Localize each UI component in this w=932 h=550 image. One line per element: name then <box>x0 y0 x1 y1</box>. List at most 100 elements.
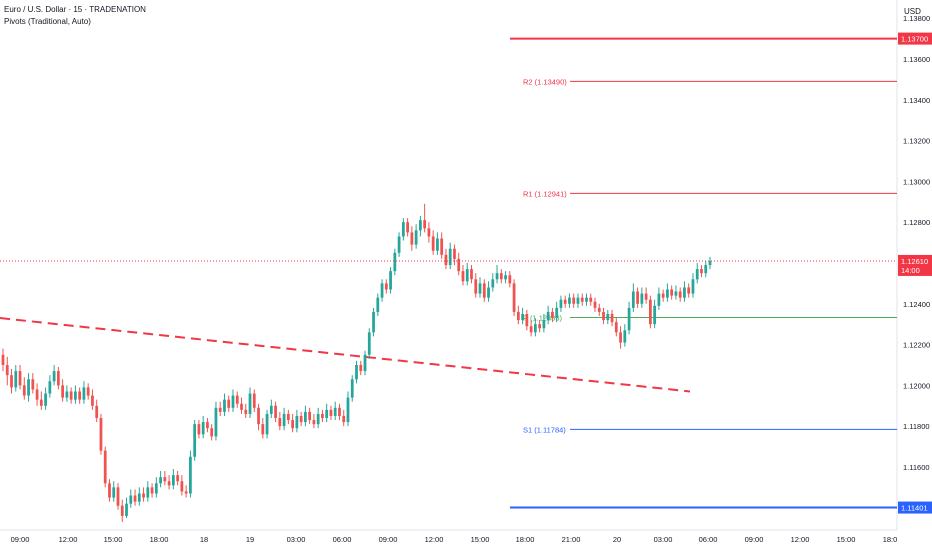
candle <box>623 330 627 343</box>
candle <box>533 324 537 333</box>
candle <box>291 420 294 429</box>
candle <box>316 413 320 425</box>
candle <box>235 395 239 404</box>
candle <box>210 428 214 437</box>
candle <box>627 307 631 331</box>
currency-label[interactable]: USD <box>904 7 921 16</box>
x-tick-label: 20 <box>613 535 621 544</box>
candle <box>363 354 367 372</box>
candle <box>636 291 639 304</box>
pivot-label-p: P (1.12333) <box>523 313 563 322</box>
candle <box>674 291 678 296</box>
candle <box>529 326 533 333</box>
x-tick-label: 18:00 <box>150 535 169 544</box>
candle <box>700 269 703 274</box>
candle <box>661 293 665 298</box>
candle <box>597 307 601 312</box>
candle <box>614 322 618 333</box>
x-tick-label: 18 <box>200 535 208 544</box>
candle <box>444 254 448 266</box>
candle <box>201 422 205 435</box>
y-tick-label: 1.11800 <box>903 422 930 431</box>
candle <box>137 493 141 502</box>
candle <box>495 273 499 280</box>
candle <box>261 424 265 435</box>
candle <box>125 503 128 516</box>
x-tick-label: 06:00 <box>699 535 718 544</box>
candle <box>419 220 422 231</box>
candle <box>487 287 490 298</box>
candle <box>91 395 94 406</box>
candle <box>286 413 290 421</box>
candle <box>512 283 516 312</box>
candle <box>691 279 695 294</box>
symbol-title[interactable]: Euro / U.S. Dollar · 15 · TRADENATION <box>4 5 146 14</box>
candle <box>602 311 605 321</box>
candle <box>278 418 282 427</box>
candle <box>640 293 644 304</box>
candle <box>457 258 461 272</box>
candle <box>248 393 252 414</box>
candle <box>56 371 60 386</box>
candle <box>1 354 5 365</box>
pivot-label-s1: S1 (1.11784) <box>523 425 566 434</box>
candle <box>231 395 235 408</box>
candle <box>542 320 546 329</box>
candle <box>440 238 444 255</box>
candle <box>112 487 116 498</box>
candle <box>103 450 107 484</box>
candle <box>410 232 414 245</box>
candle <box>163 477 167 482</box>
candle <box>389 271 392 290</box>
pivot-label-r2: R2 (1.13490) <box>523 77 567 86</box>
candle <box>568 297 571 304</box>
candle <box>576 297 580 304</box>
candle <box>78 391 82 400</box>
candle <box>252 393 256 408</box>
candle <box>206 422 209 429</box>
candle <box>589 297 593 302</box>
candle <box>154 483 158 494</box>
x-tick-label: 18:0 <box>883 535 898 544</box>
candle <box>184 491 188 494</box>
candle <box>593 301 597 308</box>
candle <box>499 273 503 280</box>
candle <box>708 260 712 266</box>
candle <box>448 248 452 266</box>
candle <box>606 313 610 321</box>
candle <box>269 405 273 414</box>
candle <box>406 222 409 233</box>
candle <box>86 387 90 396</box>
candle <box>48 381 52 394</box>
candle <box>610 313 614 323</box>
candle <box>333 407 337 416</box>
candle <box>482 283 486 298</box>
candle <box>69 391 73 400</box>
indicator-label[interactable]: Pivots (Traditional, Auto) <box>4 17 91 26</box>
candle <box>257 407 260 425</box>
candle <box>189 456 192 494</box>
candle <box>478 283 482 294</box>
y-tick-label: 1.11600 <box>903 463 930 472</box>
candle <box>436 238 439 251</box>
candle <box>265 413 269 435</box>
x-tick-label: 15:00 <box>837 535 856 544</box>
x-tick-label: 09:00 <box>379 535 398 544</box>
candle <box>670 289 674 296</box>
candle <box>18 371 22 386</box>
candle <box>27 379 30 396</box>
candle <box>695 269 699 280</box>
candle <box>427 228 431 237</box>
candle <box>619 332 622 343</box>
candle <box>171 475 175 486</box>
x-tick-label: 18:00 <box>516 535 535 544</box>
candle <box>465 269 469 282</box>
y-tick-label: 1.13600 <box>903 55 930 64</box>
x-tick-label: 12:00 <box>791 535 810 544</box>
candle <box>648 299 652 325</box>
candle <box>108 483 111 498</box>
price-tag-r3 <box>898 32 932 45</box>
candle <box>129 495 133 504</box>
candle <box>666 289 669 298</box>
